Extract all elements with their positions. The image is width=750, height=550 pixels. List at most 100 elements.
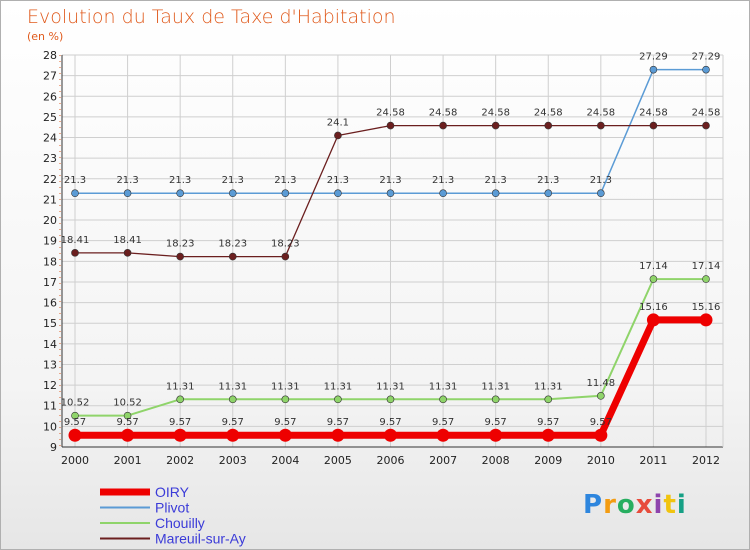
data-point-oiry [541,428,555,442]
legend-label-mareuil-sur-ay: Mareuil-sur-Ay [155,531,246,547]
data-label-mareuil-sur-ay: 18.23 [218,239,247,250]
data-point-plivot [228,189,237,198]
data-label-chouilly: 11.31 [429,381,458,392]
logo-letter: i [653,490,664,520]
data-point-plivot [123,189,132,198]
data-point-chouilly [281,395,290,404]
data-point-mareuil-sur-ay [334,131,342,140]
x-tick-label: 2006 [377,454,405,467]
data-label-oiry: 9.57 [327,417,349,428]
data-point-mareuil-sur-ay [439,121,447,130]
data-label-chouilly: 10.52 [61,398,90,409]
data-label-chouilly: 11.31 [218,381,247,392]
y-tick-label: 19 [43,235,57,248]
data-label-plivot: 21.3 [485,175,507,186]
y-tick-label: 15 [43,317,57,330]
data-point-mareuil-sur-ay [649,121,658,130]
x-tick-label: 2010 [587,454,615,467]
data-point-chouilly [123,411,132,420]
data-point-mareuil-sur-ay [386,121,395,130]
x-tick-label: 2008 [482,454,510,467]
data-label-plivot: 21.3 [116,175,138,186]
y-tick-label: 11 [43,400,57,413]
data-point-mareuil-sur-ay [123,249,132,257]
data-label-chouilly: 11.31 [271,381,300,392]
data-label-plivot: 21.3 [432,175,454,186]
x-tick-label: 2005 [324,454,352,467]
logo-letter: o [616,490,636,520]
data-point-plivot [439,189,447,198]
y-tick-label: 22 [43,173,57,186]
data-label-mareuil-sur-ay: 18.23 [271,239,300,250]
data-point-chouilly [176,395,184,404]
y-tick-label: 13 [43,358,57,371]
data-point-mareuil-sur-ay [544,121,553,130]
y-tick-label: 10 [43,420,57,433]
data-label-chouilly: 17.14 [639,261,668,272]
x-tick-label: 2009 [534,454,562,467]
data-point-oiry [489,428,503,442]
data-point-chouilly [702,275,710,283]
logo-letter: i [676,490,687,520]
y-tick-label: 16 [43,297,57,310]
data-label-plivot: 21.3 [169,175,191,186]
data-label-chouilly: 17.14 [692,261,721,272]
logo-letter: P [583,490,604,520]
data-point-plivot [176,189,184,198]
data-point-chouilly [228,395,237,404]
x-tick-label: 2002 [166,454,194,467]
data-label-oiry: 9.57 [432,417,454,428]
data-point-plivot [597,189,605,198]
data-label-plivot: 21.3 [537,175,559,186]
y-tick-label: 20 [43,214,57,227]
logo-letter: t [663,490,677,520]
data-label-chouilly: 11.31 [534,381,563,392]
data-point-chouilly [71,411,79,420]
data-label-plivot: 21.3 [327,175,349,186]
data-label-oiry: 9.57 [274,417,296,428]
data-point-chouilly [386,395,395,404]
data-point-chouilly [439,395,447,404]
data-label-chouilly: 11.31 [166,381,195,392]
data-point-plivot [281,189,290,198]
y-tick-label: 27 [43,70,57,83]
data-point-oiry [594,428,608,442]
data-point-chouilly [544,395,553,404]
chart-subtitle: (en %) [27,30,64,43]
data-label-mareuil-sur-ay: 18.41 [113,235,142,246]
data-point-plivot [702,65,710,74]
y-tick-label: 9 [50,441,57,454]
data-point-oiry [436,428,450,442]
x-tick-label: 2012 [692,454,720,467]
logo-letter: x [635,490,654,520]
data-label-oiry: 9.57 [485,417,507,428]
x-tick-label: 2004 [271,454,299,467]
data-label-plivot: 21.3 [379,175,401,186]
data-label-oiry: 9.57 [169,417,191,428]
logo-letter: r [603,490,617,520]
legend-label-oiry: OIRY [155,484,190,500]
chart-title: Evolution du Taux de Taxe d'Habitation [27,6,396,28]
data-point-chouilly [597,392,605,400]
y-tick-label: 18 [43,255,57,268]
data-point-oiry [699,313,713,327]
data-point-plivot [491,189,500,198]
data-label-chouilly: 11.31 [376,381,405,392]
data-label-chouilly: 11.31 [324,381,353,392]
y-tick-label: 28 [43,49,57,62]
data-label-mareuil-sur-ay: 24.58 [376,108,405,119]
data-label-mareuil-sur-ay: 24.58 [534,108,563,119]
data-point-mareuil-sur-ay [176,252,184,261]
data-point-chouilly [334,395,342,404]
data-point-oiry [68,428,82,442]
data-label-chouilly: 10.52 [113,398,142,409]
data-label-plivot: 21.3 [274,175,296,186]
y-tick-label: 26 [43,90,57,103]
data-label-plivot: 21.3 [222,175,244,186]
data-label-chouilly: 11.48 [587,378,616,389]
data-label-plivot: 27.29 [692,52,721,63]
legend-label-plivot: Plivot [155,500,189,516]
y-tick-label: 25 [43,111,57,124]
data-label-oiry: 9.57 [590,417,612,428]
